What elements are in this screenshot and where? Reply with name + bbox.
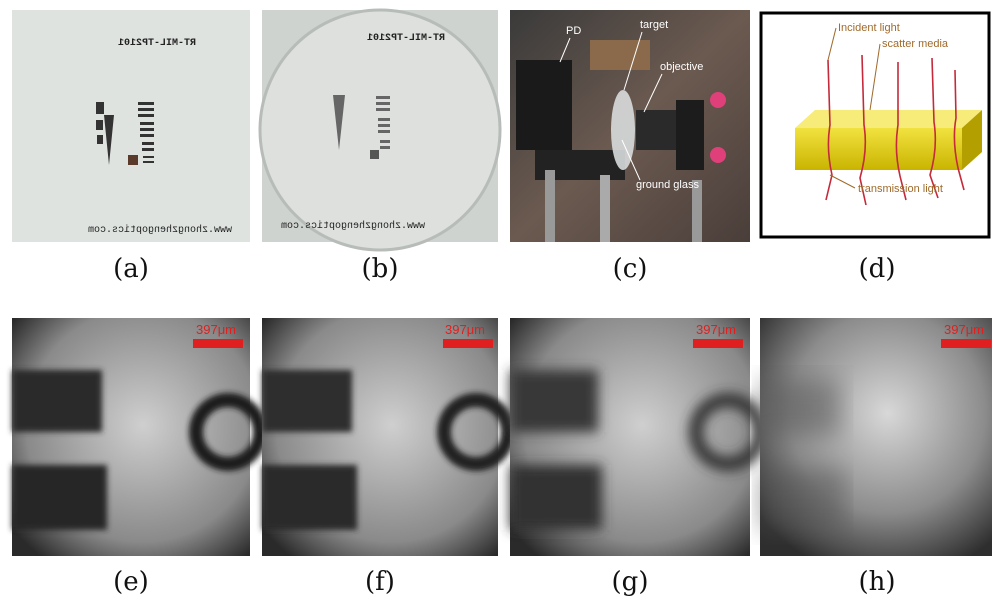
panel-b: RT-MIL-TP2101 www.zhongzhengoptics.com [260,10,500,250]
annotation: scatter media [882,38,949,50]
scale-bar [693,339,743,348]
annotation: Incident light [838,22,900,34]
panel-label: (h) [858,567,895,597]
panel-label: (g) [612,567,649,597]
panel-label: (f) [365,567,395,597]
panel-f: 397μm [262,318,508,556]
figure: RT-MIL-TP2101 www.zhongzhengoptics.com (… [0,0,1000,606]
url-text: www.zhongzhengoptics.com [281,220,425,232]
panel-label: (a) [113,254,149,284]
scale-bar-label: 397μm [696,322,736,337]
panel-c: PD target objective ground glass [510,10,750,242]
annotation: ground glass [636,179,699,191]
annotation: PD [566,25,581,37]
scale-bar [941,339,991,348]
panel-d: Incident light scatter media transmissio… [761,13,989,237]
page: RT-MIL-TP2101 www.zhongzhengoptics.com (… [0,0,1000,606]
target-text: RT-MIL-TP2101 [367,33,445,44]
panel-a: RT-MIL-TP2101 www.zhongzhengoptics.com [12,10,250,242]
annotation: objective [660,61,703,73]
panel-label: (c) [613,254,648,284]
url-text: www.zhongzhengoptics.com [88,224,232,236]
annotation: target [640,19,668,31]
scale-bar [193,339,243,348]
panel-label: (b) [362,254,399,284]
scale-bar [443,339,493,348]
scale-bar-label: 397μm [944,322,984,337]
scale-bar-label: 397μm [196,322,236,337]
panel-g: 397μm [510,318,760,556]
scale-bar-label: 397μm [445,322,485,337]
panel-label: (d) [859,254,896,284]
panel-e: 397μm [12,318,260,556]
annotation: transmission light [858,183,943,195]
target-text: RT-MIL-TP2101 [118,38,196,49]
panel-h: 397μm [760,318,992,556]
panel-label: (e) [113,567,149,597]
